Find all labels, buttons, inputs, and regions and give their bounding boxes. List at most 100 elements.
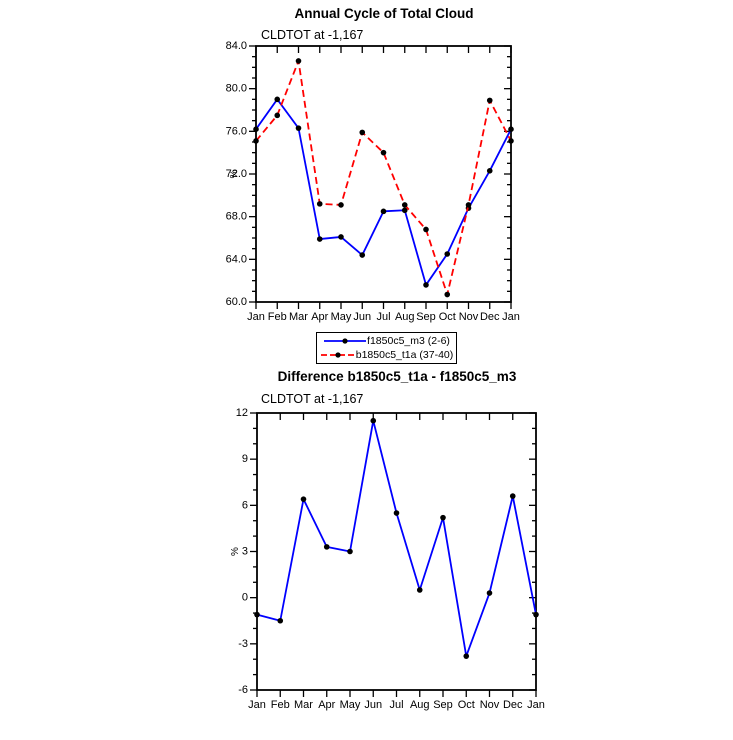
y-tick-label: 76.0 bbox=[226, 125, 247, 137]
x-tick-label: Jul bbox=[389, 699, 403, 711]
red-dashed-line-icon bbox=[320, 352, 355, 358]
data-point-marker bbox=[277, 617, 284, 624]
y-tick-label: 80.0 bbox=[226, 83, 247, 95]
data-point-marker bbox=[486, 168, 493, 174]
legend-item-b1850c5-t1a: b1850c5_t1a (37-40) bbox=[320, 348, 454, 362]
y-tick-label: 84.0 bbox=[226, 40, 247, 52]
y-tick-label: 72.0 bbox=[226, 168, 247, 180]
data-point-marker bbox=[370, 417, 377, 424]
x-tick-label: Dec bbox=[480, 311, 500, 323]
data-point-marker bbox=[423, 226, 429, 233]
data-point-marker bbox=[300, 496, 307, 502]
y-tick-label: 60.0 bbox=[226, 296, 247, 308]
x-tick-label: Feb bbox=[271, 699, 290, 711]
difference-title: Difference b1850c5_t1a - f1850c5_m3 bbox=[277, 369, 517, 384]
data-point-marker bbox=[508, 126, 514, 132]
data-point-marker bbox=[444, 291, 451, 298]
data-point-marker bbox=[338, 202, 344, 208]
x-tick-label: Oct bbox=[458, 699, 475, 711]
data-point-marker bbox=[423, 282, 429, 288]
data-point-marker bbox=[338, 234, 344, 240]
data-point-marker bbox=[509, 493, 516, 499]
difference-subtitle: CLDTOT at -1,167 bbox=[261, 392, 364, 406]
x-tick-label: May bbox=[331, 311, 352, 323]
data-point-marker bbox=[380, 149, 387, 156]
y-axis-label: % bbox=[230, 547, 241, 556]
y-tick-label: -6 bbox=[238, 684, 248, 696]
x-tick-label: Jan bbox=[527, 699, 545, 711]
data-point-marker bbox=[463, 653, 470, 659]
legend-marker bbox=[335, 352, 341, 358]
data-point-marker bbox=[486, 97, 493, 104]
data-point-marker bbox=[508, 138, 514, 144]
data-point-marker bbox=[295, 125, 302, 131]
data-point-marker bbox=[347, 548, 353, 555]
y-tick-label: 68.0 bbox=[226, 211, 247, 223]
legend-item-f1850c5-m3: f1850c5_m3 (2-6) bbox=[323, 334, 450, 348]
data-point-marker bbox=[323, 544, 330, 550]
y-tick-label: 9 bbox=[242, 453, 248, 465]
data-point-marker bbox=[533, 611, 539, 618]
data-point-marker bbox=[380, 208, 387, 215]
data-point-marker bbox=[316, 236, 323, 242]
data-point-marker bbox=[359, 129, 366, 136]
data-point-marker bbox=[416, 587, 423, 593]
annual-cycle-title: Annual Cycle of Total Cloud bbox=[294, 6, 474, 21]
y-tick-label: 6 bbox=[242, 499, 248, 511]
data-point-marker bbox=[401, 207, 408, 214]
legend-box: f1850c5_m3 (2-6) b1850c5_t1a (37-40) bbox=[316, 332, 457, 364]
data-point-marker bbox=[253, 138, 259, 144]
x-tick-label: Jun bbox=[364, 699, 382, 711]
x-tick-label: Oct bbox=[439, 311, 456, 323]
x-tick-label: Dec bbox=[503, 699, 523, 711]
plot-frame bbox=[256, 412, 537, 691]
annual-cycle-subtitle: CLDTOT at -1,167 bbox=[261, 28, 364, 42]
y-tick-label: 3 bbox=[242, 546, 248, 558]
x-tick-label: Feb bbox=[268, 311, 287, 323]
y-tick-label: 12 bbox=[236, 407, 248, 419]
data-point-marker bbox=[274, 96, 281, 103]
x-tick-label: Mar bbox=[289, 311, 308, 323]
x-tick-label: Jul bbox=[376, 311, 390, 323]
data-point-marker bbox=[253, 126, 259, 132]
x-tick-label: Jan bbox=[247, 311, 265, 323]
data-point-marker bbox=[295, 58, 302, 64]
data-point-marker bbox=[465, 202, 472, 208]
y-axis-label: % bbox=[229, 169, 240, 178]
x-tick-label: Aug bbox=[410, 699, 430, 711]
y-tick-label: -3 bbox=[238, 638, 248, 650]
x-tick-label: Jun bbox=[353, 311, 371, 323]
data-point-marker bbox=[401, 202, 408, 208]
legend-label: f1850c5_m3 (2-6) bbox=[367, 335, 450, 347]
series-line bbox=[256, 419, 537, 658]
data-point-marker bbox=[444, 251, 451, 257]
x-tick-label: Sep bbox=[433, 699, 453, 711]
legend-label: b1850c5_t1a (37-40) bbox=[355, 349, 454, 361]
legend-marker bbox=[342, 338, 348, 344]
x-tick-label: Nov bbox=[459, 311, 479, 323]
x-tick-label: Mar bbox=[294, 699, 313, 711]
data-point-marker bbox=[359, 252, 366, 258]
x-tick-label: Aug bbox=[395, 311, 415, 323]
series-line bbox=[255, 60, 512, 296]
y-tick-label: 64.0 bbox=[226, 253, 247, 265]
x-tick-label: May bbox=[340, 699, 361, 711]
x-tick-label: Jan bbox=[502, 311, 520, 323]
series-line bbox=[255, 98, 512, 286]
data-point-marker bbox=[316, 201, 323, 207]
x-tick-label: Sep bbox=[416, 311, 436, 323]
data-point-marker bbox=[393, 510, 400, 516]
x-tick-label: Apr bbox=[318, 699, 335, 711]
data-point-marker bbox=[274, 112, 281, 119]
plot-frame bbox=[255, 45, 512, 303]
data-point-marker bbox=[254, 611, 260, 618]
x-tick-label: Nov bbox=[480, 699, 500, 711]
data-point-marker bbox=[486, 590, 493, 596]
y-tick-label: 0 bbox=[242, 592, 248, 604]
blue-solid-line-icon bbox=[324, 338, 367, 344]
x-tick-label: Jan bbox=[248, 699, 266, 711]
x-tick-label: Apr bbox=[311, 311, 328, 323]
data-point-marker bbox=[440, 514, 446, 521]
